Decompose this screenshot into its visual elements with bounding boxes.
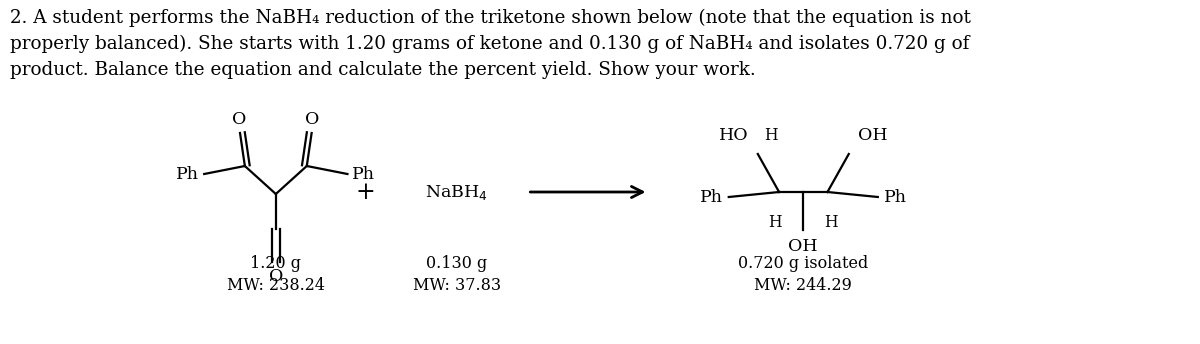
Text: Ph: Ph	[176, 165, 199, 183]
Text: Ph: Ph	[353, 165, 376, 183]
Text: O: O	[269, 268, 283, 285]
Text: 1.20 g: 1.20 g	[251, 256, 301, 272]
Text: O: O	[232, 111, 246, 128]
Text: Ph: Ph	[883, 189, 907, 205]
Text: Ph: Ph	[700, 189, 722, 205]
Text: 0.720 g isolated: 0.720 g isolated	[738, 256, 869, 272]
Text: OH: OH	[788, 238, 818, 255]
Text: MW: 244.29: MW: 244.29	[755, 278, 852, 294]
Text: H: H	[824, 214, 838, 231]
Text: +: +	[356, 181, 376, 204]
Text: MW: 238.24: MW: 238.24	[227, 278, 325, 294]
Text: H: H	[764, 127, 778, 144]
Text: MW: 37.83: MW: 37.83	[413, 278, 500, 294]
Text: 2. A student performs the NaBH₄ reduction of the triketone shown below (note tha: 2. A student performs the NaBH₄ reductio…	[10, 9, 971, 79]
Text: OH: OH	[858, 127, 888, 144]
Text: H: H	[768, 214, 782, 231]
Text: 0.130 g: 0.130 g	[426, 256, 487, 272]
Text: O: O	[306, 111, 319, 128]
Text: NaBH$_4$: NaBH$_4$	[426, 183, 488, 202]
Text: HO: HO	[719, 127, 749, 144]
